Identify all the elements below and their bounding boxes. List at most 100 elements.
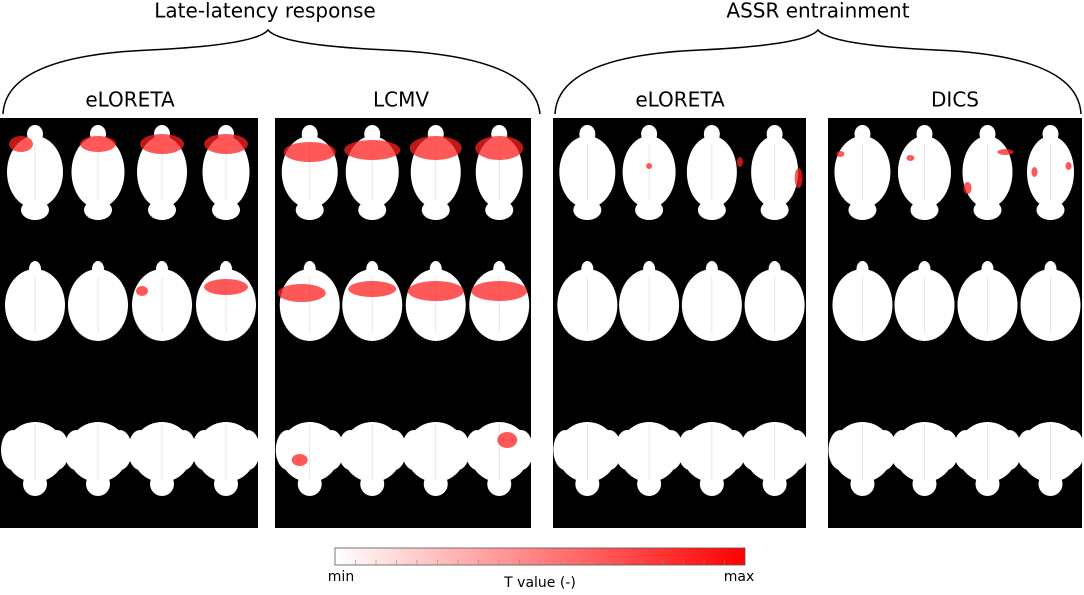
brain-slice [64, 422, 132, 496]
brain-slice [401, 422, 470, 496]
activation-spot [836, 151, 845, 157]
activation-spot [736, 157, 743, 167]
brain-part [382, 430, 407, 470]
panel-title: eLORETA [635, 88, 725, 112]
brain-slice [953, 422, 1022, 496]
brain-slice [1, 422, 69, 496]
brain-part [92, 261, 104, 277]
panel-title: eLORETA [85, 88, 175, 112]
brain-part [934, 430, 959, 470]
activation-spot [204, 134, 248, 154]
brain-part [401, 430, 426, 470]
group-brace [2, 28, 541, 115]
brain-slice [338, 422, 407, 496]
brain-part [705, 261, 718, 277]
activation-spot [136, 286, 148, 296]
activation-spot [963, 182, 972, 194]
activation-spot [475, 136, 524, 160]
brain-part [740, 430, 765, 470]
brain-part [1060, 430, 1084, 470]
activation-spot [409, 136, 462, 160]
brain-slice [557, 261, 618, 341]
group-brace [554, 28, 1082, 115]
brain-part [212, 200, 240, 220]
brain-slice [132, 261, 192, 341]
brain-part [358, 200, 387, 220]
brain-slice [890, 422, 959, 496]
brain-part [421, 200, 450, 220]
brain-part [423, 472, 448, 496]
activation-spot [471, 281, 528, 301]
brain-part [597, 430, 622, 470]
brain-part [828, 430, 853, 470]
brain-part [108, 430, 132, 470]
brain-slice [7, 125, 63, 220]
colorbar-ticks [355, 560, 725, 565]
activation-spot [1031, 167, 1038, 177]
brain-part [641, 125, 658, 143]
brain-part [918, 261, 931, 277]
brain-part [465, 430, 490, 470]
brain-slice [897, 125, 951, 220]
brain-part [699, 472, 724, 496]
brain-slice [740, 422, 809, 496]
brain-slice [1020, 261, 1081, 341]
brain-part [997, 430, 1022, 470]
brain-part [1038, 472, 1063, 496]
brain-part [364, 125, 381, 143]
panel-title: LCMV [373, 88, 429, 112]
brain-slice [894, 261, 955, 341]
brain-slice [553, 422, 622, 496]
brain-slice [677, 422, 746, 496]
brain-slice [751, 125, 799, 220]
brain-part [910, 200, 939, 220]
brain-part [485, 200, 514, 220]
brain-part [890, 430, 915, 470]
brain-part [721, 430, 746, 470]
brain-part [64, 430, 88, 470]
brain-part [86, 472, 110, 496]
activation-spot [283, 142, 336, 162]
brain-part [784, 430, 809, 470]
brain-part [84, 200, 112, 220]
brain-part [575, 472, 600, 496]
brain-slice [559, 125, 616, 220]
brain-part [979, 125, 996, 143]
brain-part [573, 200, 602, 220]
brain-part [579, 125, 596, 143]
brain-part [319, 430, 344, 470]
activation-spot [906, 155, 915, 161]
activation-spot [140, 134, 184, 154]
colorbar-title: T value (-) [503, 575, 576, 591]
brain-part [637, 472, 662, 496]
brain-part [703, 125, 720, 143]
brain-part [192, 430, 216, 470]
brain-part [854, 125, 871, 143]
brain-part [635, 200, 664, 220]
group-title: Late-latency response [154, 0, 375, 23]
brain-part [643, 261, 656, 277]
brain-slice [1016, 422, 1084, 496]
brain-part [445, 430, 470, 470]
brain-part [850, 472, 875, 496]
brain-slice [615, 422, 684, 496]
colorbar-min: min [328, 569, 354, 585]
panels [0, 118, 1084, 528]
activation-spot [348, 281, 397, 297]
brain-part [1016, 430, 1041, 470]
brain-part [338, 430, 363, 470]
activation-spot [344, 140, 401, 160]
activation-spot [794, 168, 803, 188]
brain-part [856, 261, 869, 277]
brain-part [848, 200, 877, 220]
brain-part [912, 472, 937, 496]
brain-part [581, 261, 594, 277]
brain-part [981, 261, 994, 277]
brain-part [214, 472, 238, 496]
brain-part [156, 261, 168, 277]
brain-slice [744, 261, 805, 341]
brain-part [953, 430, 978, 470]
brain-slice [192, 422, 260, 496]
brain-part [360, 472, 385, 496]
